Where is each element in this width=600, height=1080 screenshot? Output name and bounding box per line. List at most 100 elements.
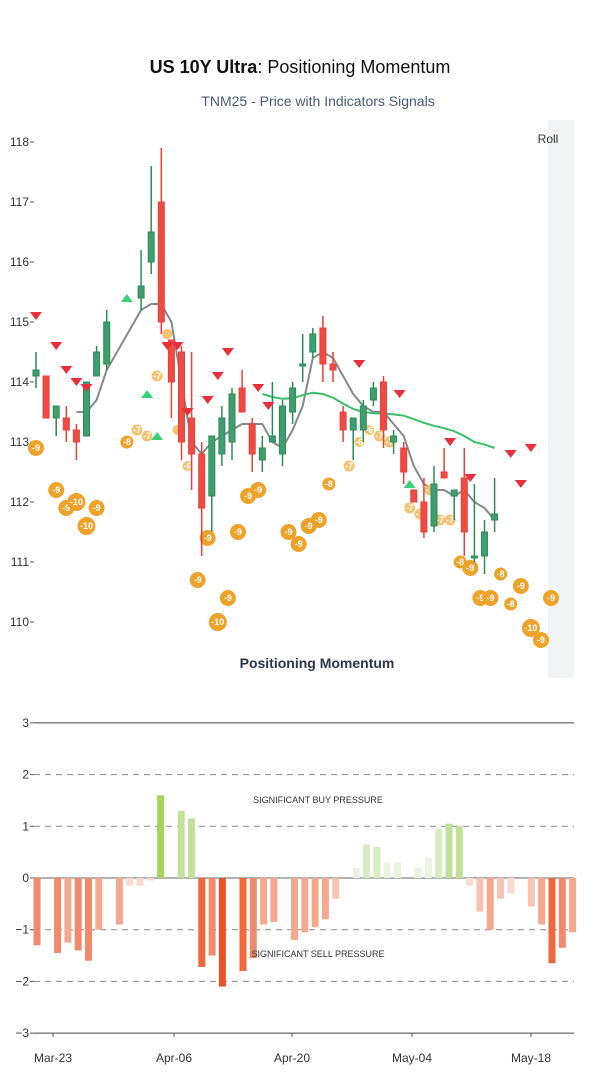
momentum-bar — [218, 878, 226, 987]
candle — [238, 370, 246, 413]
signal-bubble-label: -8 — [325, 479, 333, 489]
price-y-tick-label: 110 — [10, 615, 29, 629]
signal-bubble: -8 — [120, 435, 134, 449]
momentum-y-tick-label: 2 — [22, 768, 29, 782]
momentum-bar — [54, 878, 62, 953]
signal-bubble: -10 — [67, 493, 86, 511]
signal-bubble-dot — [189, 572, 206, 588]
signal-bubble: -9 — [280, 524, 297, 540]
signal-bubble-label: -10 — [211, 617, 224, 627]
signal-bubble-label: -7 — [385, 437, 393, 447]
candle-body — [369, 387, 377, 401]
momentum-bar — [363, 844, 371, 878]
x-tick-label: May-04 — [392, 1051, 432, 1065]
sell-signal-marker — [181, 408, 194, 416]
candle — [208, 435, 216, 532]
price-y-tick-label: 112 — [10, 495, 29, 509]
momentum-bar — [383, 862, 391, 878]
signal-bubble-label: -9 — [547, 593, 555, 603]
sell-signal-marker — [353, 360, 366, 368]
momentum-y-tick-label: 3 — [22, 716, 29, 730]
momentum-bar — [64, 878, 72, 943]
momentum-bar — [558, 878, 566, 948]
momentum-bar — [332, 878, 340, 899]
price-y-tick-label: 113 — [10, 435, 29, 449]
candle-body — [72, 429, 80, 443]
candle — [289, 382, 297, 424]
momentum-bar — [198, 878, 206, 967]
signal-bubble-dot — [219, 590, 236, 606]
candle-body — [147, 231, 155, 263]
zone-sell-label: SIGNIFICANT SELL PRESSURE — [251, 949, 384, 959]
signal-bubble-label: -10 — [70, 497, 83, 507]
signal-bubble: -9 — [88, 500, 105, 516]
signal-bubble-label: -9 — [486, 593, 494, 603]
signal-bubble-label: -9 — [93, 503, 101, 513]
signal-bubble-dot — [512, 578, 529, 594]
candle — [228, 388, 236, 460]
ma-long-line — [262, 391, 495, 449]
signal-bubble-dot — [494, 567, 508, 581]
signal-bubble-dot — [250, 482, 267, 498]
candle — [147, 166, 155, 274]
candle — [188, 352, 196, 490]
signal-bubble: -7 — [343, 460, 355, 472]
roll-zone: Roll — [538, 120, 574, 678]
signal-bubble: -8 — [322, 477, 336, 491]
candle-body — [52, 405, 60, 419]
candle — [440, 448, 448, 479]
signal-bubble-dot — [208, 613, 227, 631]
sell-signal-marker — [262, 402, 275, 410]
momentum-bar — [321, 878, 329, 920]
signal-bubble: -6 — [354, 437, 365, 447]
chart-title-rest: : Positioning Momentum — [257, 57, 450, 77]
candle-body — [349, 417, 357, 431]
momentum-bar — [476, 878, 484, 912]
sell-signal-marker — [464, 474, 477, 482]
signal-bubble: -7 — [404, 502, 416, 514]
chart-title-bold: US 10Y Ultra — [150, 57, 259, 77]
signal-bubble-label: -9 — [62, 503, 70, 513]
momentum-bar — [497, 878, 504, 899]
momentum-bar — [507, 878, 515, 894]
signal-bubble-dot — [162, 329, 173, 339]
candle-body — [218, 417, 226, 455]
signal-bubble: -9 — [290, 536, 307, 552]
signal-bubble: -10 — [208, 613, 227, 631]
candle — [450, 489, 458, 520]
signal-bubble-label: -9 — [517, 581, 525, 591]
candle — [430, 466, 438, 532]
momentum-bar — [373, 846, 381, 878]
momentum-bar — [260, 878, 268, 925]
signal-bubble: -7 — [444, 514, 456, 526]
sell-signal-marker — [252, 384, 265, 392]
signal-bubble-label: -7 — [416, 509, 424, 519]
candle-body — [248, 423, 256, 455]
momentum-bars — [33, 795, 577, 987]
signal-bubble-label: -9 — [476, 593, 484, 603]
signal-bubble-label: -7 — [153, 371, 161, 381]
sell-signal-marker — [201, 396, 214, 404]
candle — [400, 442, 408, 484]
candle-body — [137, 285, 145, 299]
signal-bubble-label: -9 — [305, 521, 313, 531]
signal-bubble: -9 — [512, 578, 529, 594]
candle-body — [400, 447, 408, 473]
candle — [299, 334, 307, 382]
signal-bubble-dot — [462, 560, 479, 576]
candle-body — [83, 381, 90, 437]
signal-bubble: -9 — [462, 560, 479, 576]
momentum-bar — [527, 878, 535, 907]
momentum-bar — [177, 810, 185, 878]
momentum-title: Positioning Momentum — [240, 655, 395, 671]
candle — [329, 352, 337, 382]
signal-bubble-dot — [28, 440, 44, 456]
candle-body — [93, 351, 101, 377]
momentum-bar — [249, 878, 257, 959]
signal-bubble: -9 — [230, 524, 246, 540]
candle — [420, 478, 428, 538]
signal-bubble-dot — [533, 632, 549, 648]
candle-body — [299, 363, 307, 367]
candle-body — [470, 555, 478, 559]
